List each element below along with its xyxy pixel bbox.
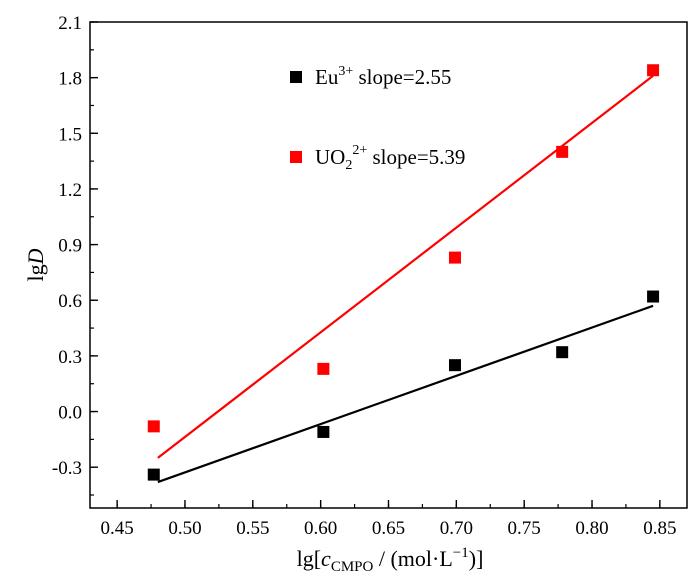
y-tick-label: -0.3 (52, 458, 82, 479)
y-tick-label: 1.5 (58, 124, 82, 145)
x-axis: 0.45 0.50 0.55 0.60 0.65 0.70 0.75 0.80 0.85 (101, 500, 676, 539)
data-point-series-1 (647, 290, 660, 303)
fit-line-series-2 (157, 74, 654, 459)
data-point-series-1 (448, 359, 461, 372)
y-axis: -0.3 0.0 0.3 0.6 0.9 1.2 1.5 1.8 2.1 (52, 13, 98, 496)
data-point-series-1 (147, 468, 160, 481)
fit-lines (157, 74, 654, 484)
legend-marker (290, 71, 302, 83)
legend-label: UO22+ slope=5.39 (315, 143, 465, 173)
x-tick-label: 0.45 (101, 518, 134, 539)
y-tick-label: 0.6 (58, 291, 82, 312)
data-point-series-2 (317, 362, 330, 375)
data-point-series-1 (556, 346, 569, 359)
plot-frame (89, 21, 688, 509)
y-tick-label: 1.8 (58, 69, 82, 90)
fit-line-series-1 (157, 304, 654, 484)
x-axis-title: lg[cCMPO / (mol·L−1)] (297, 545, 484, 575)
data-point-series-2 (147, 420, 160, 433)
x-tick-label: 0.65 (372, 518, 405, 539)
data-point-series-2 (556, 145, 569, 158)
legend: Eu3+ slope=2.55 UO22+ slope=5.39 (290, 64, 465, 173)
x-tick-label: 0.80 (575, 518, 608, 539)
x-tick-label: 0.75 (508, 518, 541, 539)
x-tick-label: 0.55 (236, 518, 269, 539)
x-tick-label: 0.60 (304, 518, 337, 539)
data-point-series-1 (317, 425, 330, 438)
legend-marker (290, 151, 302, 163)
y-tick-label: 0.0 (58, 403, 82, 424)
data-point-series-2 (448, 251, 461, 264)
x-tick-label: 0.70 (440, 518, 473, 539)
data-point-series-2 (647, 64, 660, 77)
data-points (147, 64, 660, 481)
legend-label: Eu3+ slope=2.55 (315, 64, 451, 89)
y-tick-label: 1.2 (58, 180, 82, 201)
x-tick-label: 0.50 (168, 518, 201, 539)
y-tick-label: 0.3 (58, 347, 82, 368)
y-tick-label: 0.9 (58, 236, 82, 257)
x-tick-label: 0.85 (643, 518, 676, 539)
y-tick-label: 2.1 (58, 13, 82, 34)
y-axis-title: lgD (23, 248, 48, 281)
